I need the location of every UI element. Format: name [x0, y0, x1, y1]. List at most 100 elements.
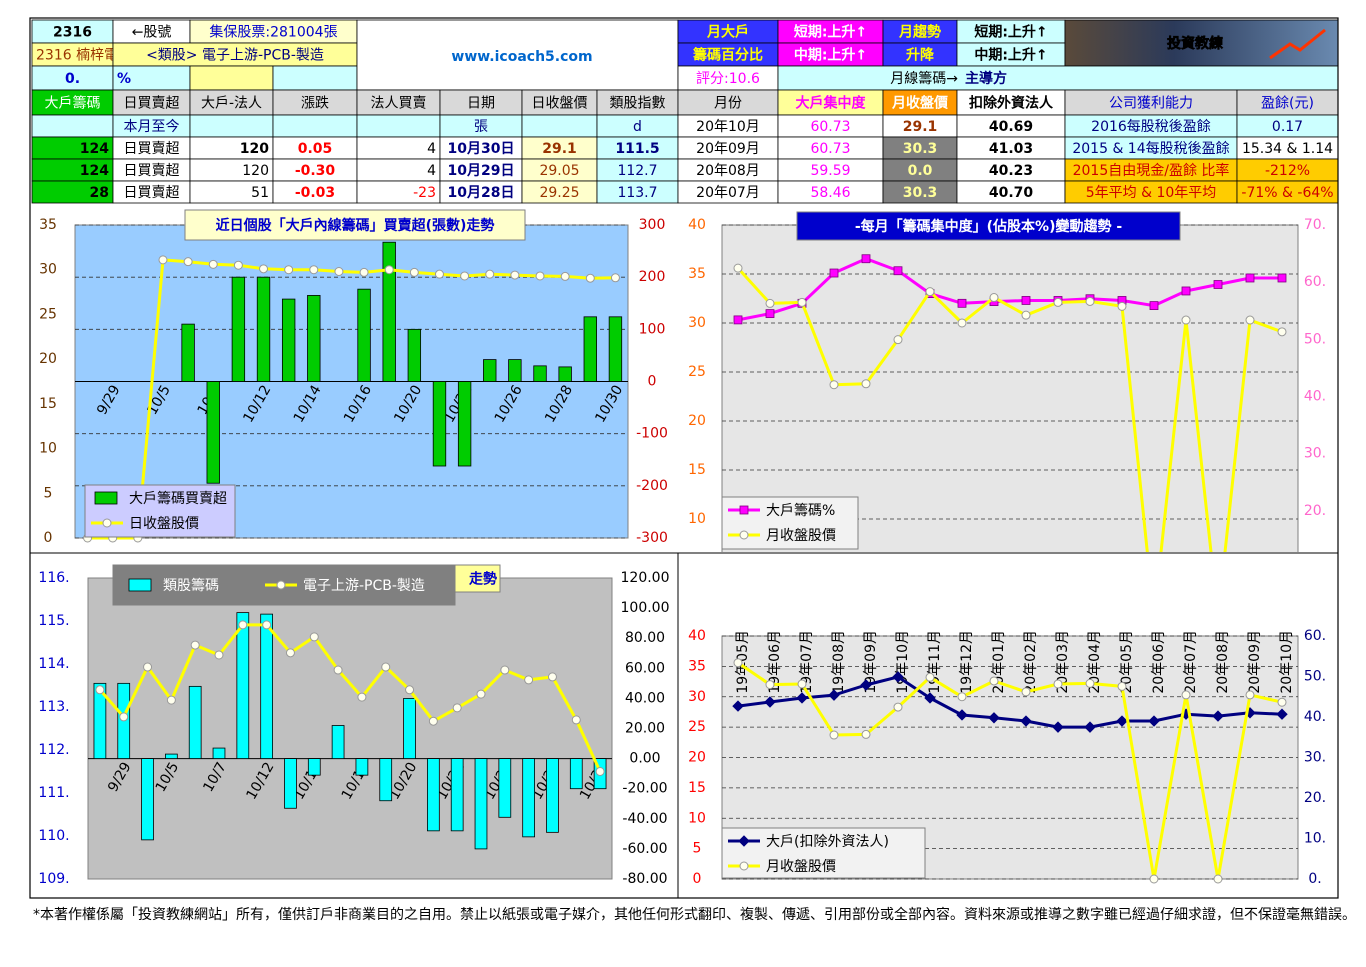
bar	[212, 747, 226, 760]
bar	[382, 241, 396, 382]
y2-tick-label: 50.	[1304, 331, 1326, 347]
y2-tick-label: 300	[639, 217, 666, 233]
marker	[262, 620, 272, 630]
y2-tick-label: -300	[636, 530, 668, 546]
cell-text: -23	[413, 185, 436, 201]
cell-text: 28	[90, 185, 109, 201]
bar	[93, 682, 107, 759]
marker	[1213, 874, 1223, 884]
y2-tick-label: 60.00	[625, 660, 665, 676]
marker	[1084, 721, 1096, 733]
y2-tick-label: 100	[639, 321, 666, 337]
legend-swatch	[94, 491, 118, 505]
legend-marker	[738, 835, 750, 847]
legend-box	[721, 827, 926, 879]
cell-text: %	[117, 71, 131, 87]
y-tick-label: 35	[39, 217, 57, 233]
y-tick-label: 25	[688, 364, 706, 380]
y2-tick-label: 0.	[1308, 871, 1321, 887]
marker	[1117, 681, 1127, 691]
cell-text: 中期:上升↑	[794, 47, 867, 64]
y-tick-label: 15	[39, 396, 57, 412]
marker	[1276, 708, 1288, 720]
marker	[861, 254, 871, 264]
table-cell	[521, 114, 598, 138]
site-logo: www.icoach5.com	[451, 49, 592, 65]
cell-text: 20年09月	[696, 141, 760, 157]
x-tick-label: 20年05月	[1119, 630, 1135, 694]
legend-label: 電子上游-PCB-製造	[303, 578, 425, 594]
y2-tick-label: 0	[648, 374, 657, 390]
x-tick-label: 20年02月	[1023, 630, 1039, 694]
table-cell	[272, 65, 358, 91]
legend-marker	[739, 861, 749, 871]
marker	[476, 689, 486, 699]
bar	[457, 381, 472, 467]
marker	[500, 665, 510, 675]
cell-text: 60.73	[810, 141, 850, 157]
marker	[765, 309, 775, 319]
cell-text: 120	[240, 141, 269, 157]
marker	[861, 729, 871, 739]
table-cell	[596, 89, 679, 116]
x-tick-label: 19年08月	[831, 630, 847, 694]
marker	[765, 298, 775, 308]
marker	[1245, 273, 1255, 283]
chart: -每月「籌碼集中度」(佔股本%)變動趨勢 - 10 15 20 25 30 35 40 20. 3…	[679, 204, 1337, 552]
title-box	[184, 209, 526, 241]
cell-text: 2316 楠梓電	[36, 48, 118, 64]
bar	[608, 316, 623, 382]
marker	[1021, 310, 1031, 320]
y2-tick-label: 40.	[1304, 389, 1326, 405]
marker	[208, 259, 218, 269]
cell-text: 短期:上升↑	[794, 24, 867, 41]
marker	[334, 267, 344, 277]
table-cell	[356, 89, 441, 116]
table-cell	[677, 89, 779, 116]
y-tick-label: 30	[39, 262, 57, 278]
marker	[309, 632, 319, 642]
y2-tick-label: 20.	[1304, 503, 1326, 519]
marker	[452, 703, 462, 713]
table-cell	[356, 114, 441, 138]
marker	[957, 692, 967, 702]
chart: 近日個股「大戶內線籌碼」買賣超(張數)走勢 0 5 10 15 20 25 30 35 -300 -…	[31, 204, 677, 552]
bar	[188, 685, 202, 759]
column-header: 日買賣超	[124, 96, 180, 112]
cell-text: 日買賣超	[124, 141, 180, 157]
cell-text: 51	[251, 185, 269, 201]
marker	[428, 716, 438, 726]
marker	[892, 671, 904, 683]
marker	[434, 269, 444, 279]
marker	[733, 315, 743, 325]
y-tick-label: 114.	[38, 656, 69, 672]
y2-tick-label: -100	[636, 426, 668, 442]
marker	[988, 712, 1000, 724]
marker	[1053, 297, 1063, 307]
cell-text: 2015自由現金/盈餘 比率	[1073, 162, 1230, 179]
marker	[764, 696, 776, 708]
bar	[427, 758, 440, 832]
column-header: 漲跌	[301, 96, 329, 112]
marker	[405, 685, 415, 695]
marker	[1277, 273, 1287, 283]
marker	[957, 298, 967, 308]
y-tick-label: 5	[693, 841, 702, 857]
y-tick-label: 15	[688, 462, 706, 478]
y-tick-label: 115.	[38, 613, 69, 629]
marker	[333, 665, 343, 675]
marker	[1212, 710, 1224, 722]
legend-marker	[102, 518, 112, 528]
cell-text: d	[633, 119, 642, 135]
y-tick-label: 10	[688, 810, 706, 826]
cell-text: -71% & -64%	[1241, 185, 1333, 201]
x-tick-label: 20年09月	[1247, 630, 1263, 694]
legend-label: 日收盤股價	[129, 515, 199, 532]
cell-text: 20年07月	[696, 185, 760, 201]
x-tick-label: 19年05月	[735, 630, 751, 694]
marker	[893, 335, 903, 345]
x-tick-label: 19年09月	[863, 630, 879, 694]
marker	[238, 620, 248, 630]
y-tick-label: 110.	[38, 828, 69, 844]
footer-note: *本著作權係屬「投資教練網站」所有，僅供訂戶非商業目的之自用。禁止以紙張或電子媒…	[33, 906, 1356, 923]
